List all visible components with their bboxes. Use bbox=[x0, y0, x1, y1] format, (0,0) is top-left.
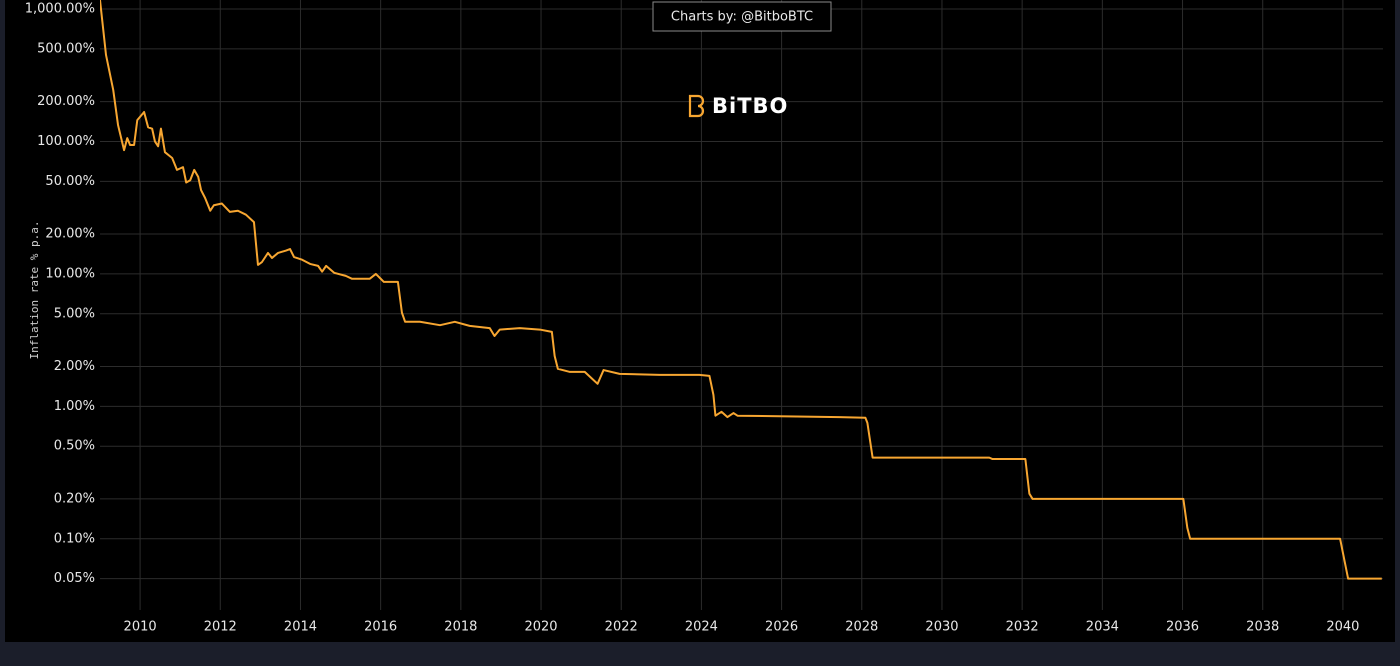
y-tick-label: 100.00% bbox=[37, 134, 95, 149]
logo-icon bbox=[688, 94, 705, 118]
y-tick-label: 1,000.00% bbox=[25, 2, 95, 17]
x-tick-label: 2030 bbox=[925, 620, 958, 635]
x-tick-label: 2022 bbox=[605, 620, 638, 635]
x-tick-label: 2020 bbox=[524, 620, 557, 635]
y-tick-label: 20.00% bbox=[45, 227, 95, 242]
x-tick-label: 2040 bbox=[1326, 620, 1359, 635]
y-tick-label: 10.00% bbox=[45, 266, 95, 281]
grid bbox=[100, 0, 1383, 610]
chart-title: Charts by: @BitboBTC bbox=[671, 10, 813, 25]
y-axis-label: Inflation rate % p.a. bbox=[28, 220, 41, 359]
y-tick-label: 50.00% bbox=[45, 174, 95, 189]
x-tick-label: 2014 bbox=[284, 620, 317, 635]
x-tick-label: 2012 bbox=[204, 620, 237, 635]
data-line bbox=[100, 0, 1382, 580]
y-tick-label: 1.00% bbox=[54, 399, 95, 414]
x-tick-label: 2032 bbox=[1006, 620, 1039, 635]
x-tick-label: 2034 bbox=[1086, 620, 1119, 635]
x-tick-label: 2036 bbox=[1166, 620, 1199, 635]
y-tick-label: 0.50% bbox=[54, 439, 95, 454]
y-tick-label: 0.20% bbox=[54, 491, 95, 506]
x-tick-label: 2016 bbox=[364, 620, 397, 635]
y-tick-label: 0.05% bbox=[54, 571, 95, 586]
x-tick-label: 2038 bbox=[1246, 620, 1279, 635]
title-box bbox=[652, 1, 832, 32]
x-tick-label: 2018 bbox=[444, 620, 477, 635]
y-tick-label: 500.00% bbox=[37, 41, 95, 56]
y-tick-label: 5.00% bbox=[54, 306, 95, 321]
y-tick-label: 0.10% bbox=[54, 531, 95, 546]
y-tick-label: 200.00% bbox=[37, 94, 95, 109]
x-tick-label: 2028 bbox=[845, 620, 878, 635]
x-tick-label: 2024 bbox=[685, 620, 718, 635]
y-tick-label: 2.00% bbox=[54, 359, 95, 374]
x-tick-label: 2010 bbox=[124, 620, 157, 635]
x-tick-label: 2026 bbox=[765, 620, 798, 635]
watermark: BiTBO bbox=[712, 94, 788, 118]
